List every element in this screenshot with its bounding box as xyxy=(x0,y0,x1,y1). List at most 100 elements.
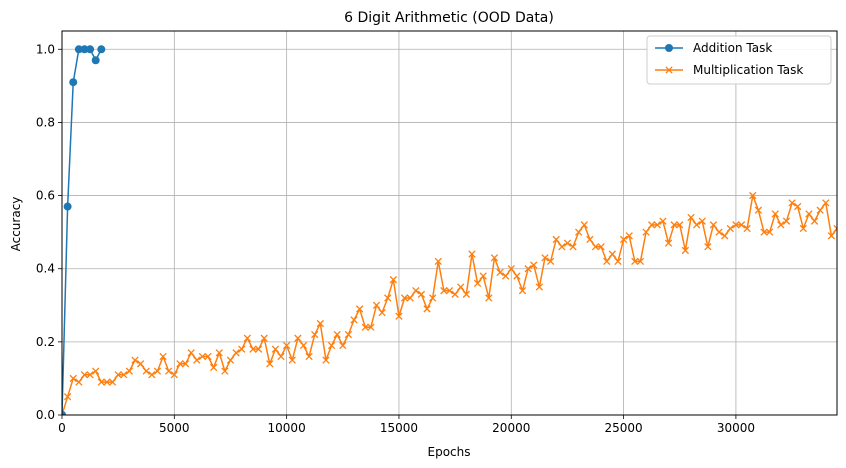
data-point xyxy=(120,371,128,379)
data-point xyxy=(664,239,673,247)
legend-marker xyxy=(665,44,673,52)
data-point xyxy=(232,349,240,357)
data-point xyxy=(631,257,639,266)
data-point xyxy=(625,232,633,240)
y-tick-label: 0.8 xyxy=(36,115,55,129)
data-point xyxy=(782,217,791,225)
data-point xyxy=(569,243,577,251)
data-point xyxy=(339,341,347,350)
data-point xyxy=(384,294,392,302)
data-point xyxy=(226,356,235,364)
data-point xyxy=(726,224,734,233)
x-tick-label: 5000 xyxy=(159,421,190,435)
data-point xyxy=(676,221,684,229)
data-point xyxy=(215,349,223,357)
data-point xyxy=(136,360,145,368)
data-point xyxy=(316,319,324,328)
data-point xyxy=(468,250,476,258)
data-point xyxy=(457,283,465,291)
data-point xyxy=(299,341,308,350)
data-point xyxy=(805,210,813,218)
series-line xyxy=(62,194,837,415)
data-point xyxy=(692,221,701,229)
data-point xyxy=(114,371,122,379)
data-point xyxy=(400,294,409,302)
data-point xyxy=(423,305,431,313)
data-point xyxy=(586,235,594,244)
data-point xyxy=(552,235,560,244)
x-tick-label: 0 xyxy=(58,421,66,435)
data-point xyxy=(501,272,510,280)
data-point xyxy=(794,202,802,211)
series-multiplication xyxy=(62,191,837,415)
data-point xyxy=(749,191,757,200)
data-point xyxy=(198,352,207,361)
data-point xyxy=(63,393,72,401)
data-point xyxy=(254,345,263,353)
data-point xyxy=(355,305,364,313)
data-point xyxy=(451,290,459,298)
data-point xyxy=(709,221,718,229)
plot-frame xyxy=(61,30,838,416)
data-point xyxy=(333,330,341,339)
data-point xyxy=(108,378,117,386)
y-tick-label: 0.2 xyxy=(36,335,55,349)
data-point xyxy=(209,363,218,372)
data-point xyxy=(715,228,723,236)
data-point xyxy=(777,221,785,229)
x-axis-title: Epochs xyxy=(428,445,471,459)
data-point xyxy=(181,360,190,368)
data-point xyxy=(698,217,706,225)
data-point xyxy=(827,232,836,240)
data-point xyxy=(294,334,302,342)
data-point xyxy=(507,265,515,273)
data-point xyxy=(260,334,268,342)
axis-ticks: 0 5000 10000 15000 20000 25000 30000 0.0 0.2 0.4 0… xyxy=(36,42,755,435)
data-point xyxy=(69,374,77,383)
legend-label: Multiplication Task xyxy=(693,63,803,77)
data-point xyxy=(153,367,162,375)
data-point xyxy=(603,257,611,266)
data-point xyxy=(288,356,296,364)
data-point xyxy=(327,341,336,350)
y-tick-label: 0.6 xyxy=(36,189,55,203)
data-point xyxy=(62,411,66,415)
data-point xyxy=(479,272,487,280)
x-tick-label: 10000 xyxy=(268,421,306,435)
y-tick-label: 0.4 xyxy=(36,262,55,276)
data-point xyxy=(563,239,572,247)
data-point xyxy=(771,210,779,218)
data-point xyxy=(176,360,184,368)
data-point xyxy=(737,221,746,229)
x-tick-label: 20000 xyxy=(492,421,530,435)
chart-title: 6 Digit Arithmetic (OOD Data) xyxy=(344,10,554,26)
data-point xyxy=(833,224,837,233)
data-point xyxy=(142,367,150,375)
data-point xyxy=(282,341,291,350)
legend-box xyxy=(646,35,832,85)
y-axis-title: Accuracy xyxy=(9,197,23,252)
data-point xyxy=(591,243,600,251)
data-point xyxy=(440,286,448,295)
data-point xyxy=(530,261,538,269)
data-point xyxy=(344,330,353,339)
data-point xyxy=(372,301,381,309)
data-point xyxy=(91,56,100,65)
data-point xyxy=(125,367,134,375)
data-point xyxy=(743,224,751,233)
x-tick-label: 15000 xyxy=(380,421,418,435)
data-point xyxy=(395,312,403,320)
data-point xyxy=(350,316,358,324)
data-point xyxy=(558,243,566,251)
data-point xyxy=(614,257,622,266)
data-point xyxy=(80,371,89,379)
data-point xyxy=(754,206,763,214)
data-point xyxy=(670,221,678,229)
data-point xyxy=(75,378,83,386)
data-point xyxy=(86,45,95,54)
data-point xyxy=(462,290,471,298)
data-point xyxy=(193,356,201,364)
data-point xyxy=(810,217,819,225)
data-point xyxy=(788,199,796,207)
